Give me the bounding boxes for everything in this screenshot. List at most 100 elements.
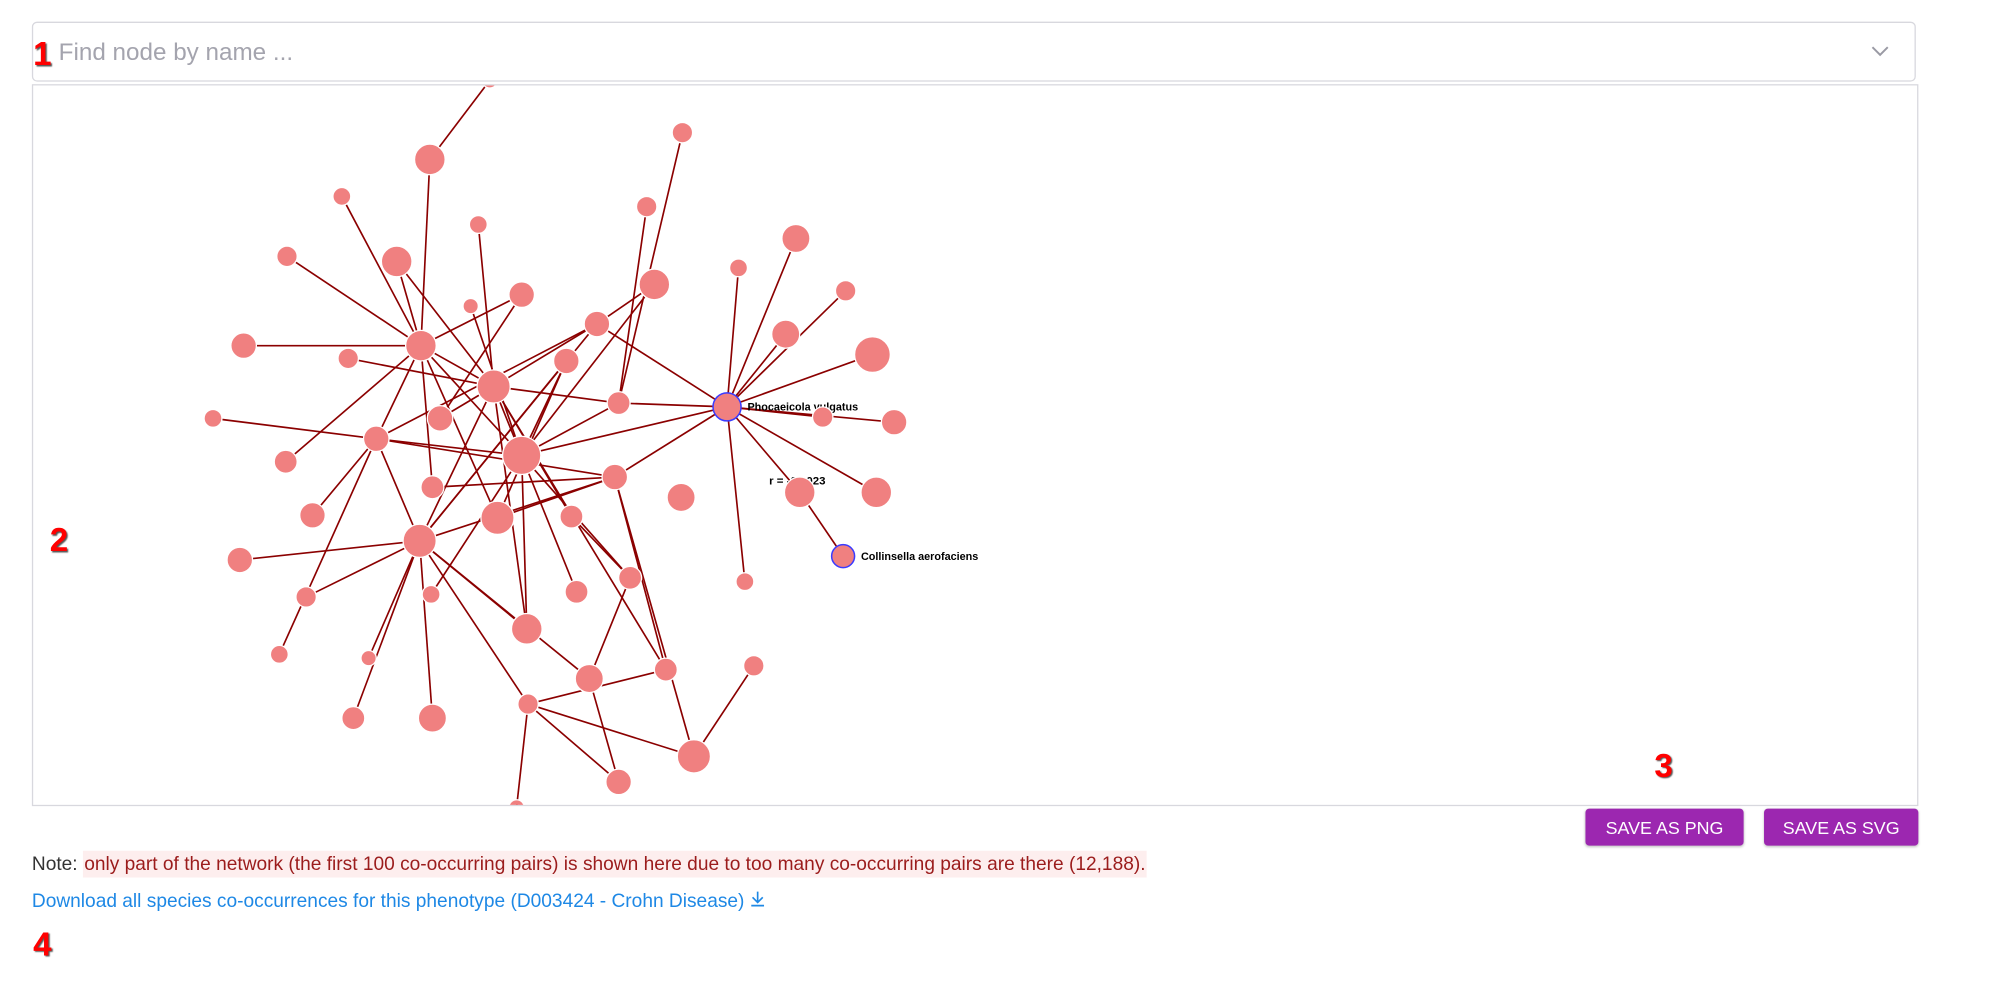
network-node[interactable]: [830, 543, 856, 569]
network-edge: [726, 406, 746, 582]
node-label: Collinsella aerofaciens: [861, 551, 978, 563]
network-edge: [520, 455, 528, 629]
network-node[interactable]: [295, 586, 317, 608]
network-node[interactable]: [420, 475, 445, 500]
network-node[interactable]: [880, 408, 908, 436]
network-node[interactable]: [404, 329, 437, 362]
network-node[interactable]: [273, 449, 298, 474]
network-edge: [375, 438, 421, 542]
network-node[interactable]: [226, 546, 254, 574]
download-link[interactable]: Download all species co-occurrences for …: [32, 890, 765, 912]
network-edge: [613, 476, 695, 757]
network-edge: [617, 132, 684, 404]
network-node[interactable]: [421, 584, 441, 604]
network-edge: [521, 283, 655, 456]
network-svg[interactable]: r = -0.1023Phocaeicola vulgatusCollinsel…: [32, 84, 1918, 806]
network-node[interactable]: [617, 565, 643, 590]
network-node[interactable]: [559, 504, 584, 529]
note-message: only part of the network (the first 100 …: [82, 850, 1147, 878]
network-node[interactable]: [601, 463, 629, 491]
network-edge: [278, 438, 378, 655]
chevron-down-icon[interactable]: [1869, 40, 1892, 63]
network-edge: [420, 345, 523, 456]
network-graph[interactable]: r = -0.1023Phocaeicola vulgatusCollinsel…: [31, 84, 1919, 807]
network-edge: [516, 703, 529, 805]
network-node[interactable]: [337, 347, 360, 370]
network-node[interactable]: [510, 612, 543, 645]
network-edge: [418, 540, 529, 705]
network-node[interactable]: [574, 663, 604, 694]
network-node[interactable]: [332, 186, 352, 206]
network-edge: [596, 323, 728, 408]
network-node[interactable]: [853, 336, 891, 374]
save-svg-button[interactable]: SAVE AS SVG: [1764, 808, 1919, 846]
note: Note: only part of the network (the firs…: [32, 850, 1147, 878]
network-edge: [305, 540, 421, 598]
network-edge: [367, 540, 421, 659]
network-edge: [375, 345, 422, 440]
network-node[interactable]: [771, 319, 801, 349]
network-node[interactable]: [860, 476, 893, 509]
network-node[interactable]: [508, 281, 536, 309]
network-node[interactable]: [476, 369, 511, 404]
network-node[interactable]: [426, 404, 454, 432]
network-node[interactable]: [468, 214, 488, 235]
network-node[interactable]: [501, 435, 542, 476]
network-node[interactable]: [480, 500, 515, 536]
network-edge: [376, 437, 522, 457]
network-node[interactable]: [230, 332, 258, 360]
network-node[interactable]: [462, 297, 479, 315]
network-node[interactable]: [341, 705, 366, 731]
network-node[interactable]: [638, 268, 671, 301]
network-node[interactable]: [583, 310, 611, 338]
node-label: Phocaeicola vulgatus: [747, 402, 858, 414]
network-node[interactable]: [402, 523, 437, 559]
network-edge: [726, 290, 847, 408]
network-node[interactable]: [671, 121, 694, 144]
network-node[interactable]: [781, 223, 811, 254]
download-label: Download all species co-occurrences for …: [31, 890, 745, 912]
network-edge: [588, 577, 631, 679]
network-node[interactable]: [635, 195, 658, 218]
network-node[interactable]: [299, 501, 326, 529]
network-node[interactable]: [735, 572, 755, 592]
network-edge: [492, 386, 667, 671]
annotation-marker: 3: [1654, 746, 1673, 785]
network-node[interactable]: [362, 425, 390, 453]
network-edge: [376, 437, 615, 478]
network-node[interactable]: [360, 649, 377, 667]
save-png-button[interactable]: SAVE AS PNG: [1585, 808, 1744, 846]
node-search[interactable]: [31, 21, 1916, 83]
network-node[interactable]: [203, 408, 223, 428]
network-node[interactable]: [653, 657, 678, 682]
network-node[interactable]: [811, 406, 834, 428]
network-node[interactable]: [508, 799, 525, 806]
network-node[interactable]: [417, 703, 448, 733]
network-node[interactable]: [676, 739, 712, 774]
network-node[interactable]: [712, 392, 742, 422]
network-edge: [726, 406, 801, 493]
network-node[interactable]: [517, 693, 539, 715]
network-node[interactable]: [413, 143, 446, 176]
network-node[interactable]: [728, 258, 749, 278]
network-edge: [726, 406, 877, 494]
network-node[interactable]: [666, 482, 696, 513]
network-edge: [419, 476, 616, 542]
network-node[interactable]: [834, 279, 857, 302]
network-node[interactable]: [380, 245, 413, 278]
network-node[interactable]: [564, 579, 589, 604]
annotation-marker: 2: [49, 520, 69, 559]
network-node[interactable]: [742, 654, 765, 677]
network-edge: [239, 539, 420, 561]
network-edge: [420, 345, 499, 519]
network-node[interactable]: [783, 476, 816, 509]
network-node[interactable]: [276, 245, 298, 268]
annotation-marker: 1: [33, 34, 52, 73]
search-input[interactable]: [56, 22, 1847, 83]
network-node[interactable]: [482, 84, 497, 89]
network-edge: [618, 402, 728, 408]
network-node[interactable]: [605, 768, 633, 796]
network-node[interactable]: [269, 644, 289, 664]
network-node[interactable]: [606, 390, 631, 416]
network-node[interactable]: [552, 347, 580, 375]
